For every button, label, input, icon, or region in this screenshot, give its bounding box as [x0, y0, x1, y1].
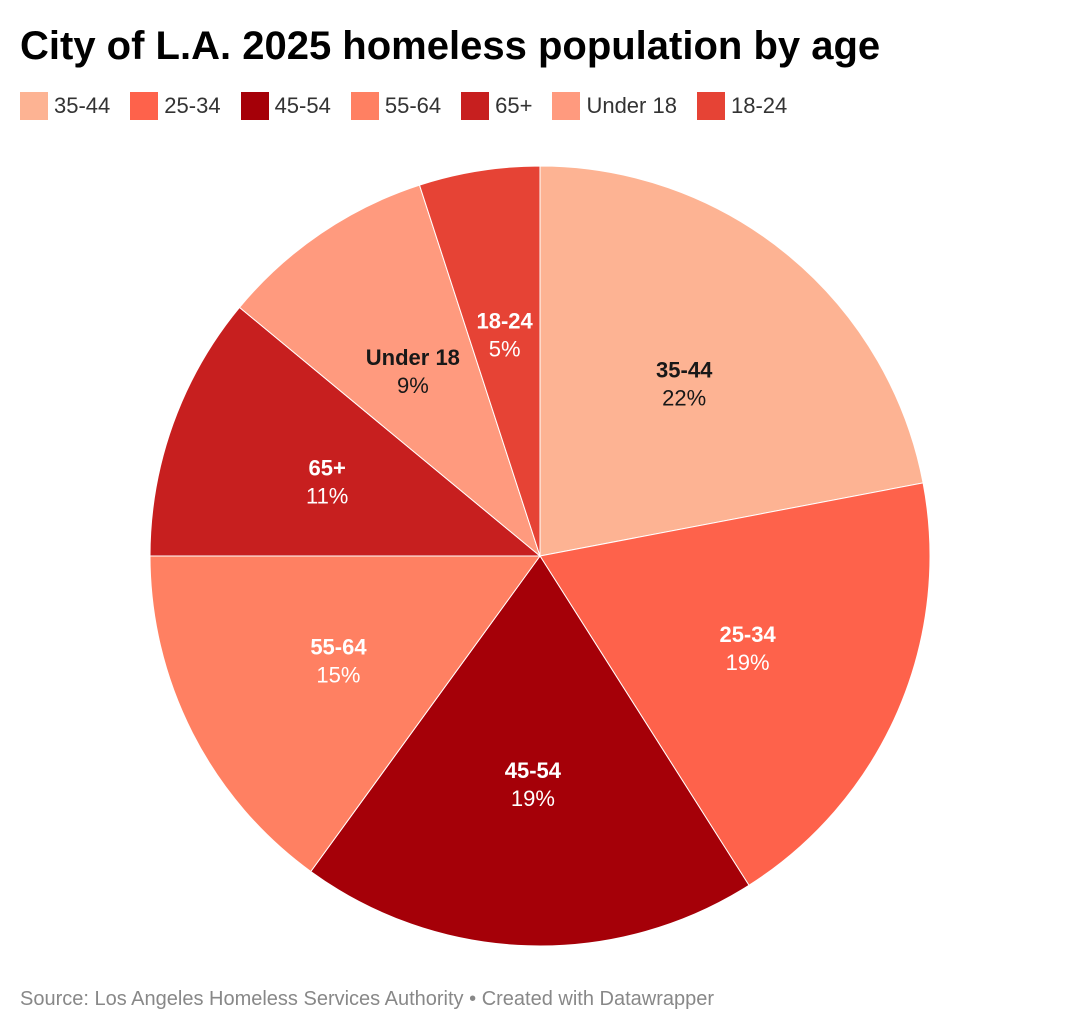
- legend-label: 55-64: [384, 93, 442, 118]
- legend-item-55-64: 55-64: [350, 92, 442, 120]
- legend-label: 65+: [495, 93, 533, 118]
- legend-label: 18-24: [730, 93, 788, 118]
- legend-label: 45-54: [274, 93, 331, 118]
- legend-item-25-34: 25-34: [130, 92, 221, 120]
- legend-swatch: [552, 92, 581, 120]
- legend-swatch: [130, 92, 159, 120]
- slice-value-65: 11%: [306, 483, 348, 508]
- slice-value-under-18: 9%: [397, 373, 429, 398]
- legend-swatch: [696, 92, 725, 120]
- slice-label-18-24: 18-24: [476, 309, 533, 334]
- slice-label-under-18: Under 18: [366, 345, 460, 370]
- legend-item-under-18: Under 18: [552, 92, 677, 120]
- slice-value-25-34: 19%: [726, 650, 770, 675]
- slice-label-55-64: 55-64: [310, 635, 367, 660]
- legend-swatch: [350, 92, 379, 120]
- slice-value-35-44: 22%: [662, 386, 706, 411]
- pie-slice-18-24: [418, 165, 541, 557]
- pie-slice-25-34: [539, 482, 931, 886]
- pie-slice-55-64: [149, 555, 541, 873]
- slice-label-35-44: 35-44: [656, 358, 713, 383]
- legend-item-35-44: 35-44: [20, 92, 110, 120]
- source-line: Source: Los Angeles Homeless Services Au…: [20, 986, 714, 1012]
- legend-item-65: 65+: [461, 92, 532, 120]
- legend-item-45-54: 45-54: [240, 92, 331, 120]
- slice-value-55-64: 15%: [316, 663, 360, 688]
- slice-label-25-34: 25-34: [719, 622, 776, 647]
- slice-label-45-54: 45-54: [505, 758, 562, 783]
- legend-swatch: [461, 92, 490, 120]
- pie-slice-under-18: [238, 184, 542, 558]
- legend-label: 25-34: [164, 93, 221, 118]
- legend-swatch: [20, 92, 48, 120]
- pie-chart: 35-44 22% 25-34 19% 45-54 19% 55-64 15% 65+ 11% Un…: [149, 165, 931, 947]
- legend-swatch: [240, 92, 269, 120]
- credit-text: Created with Datawrapper: [481, 988, 715, 1010]
- separator: •: [469, 988, 477, 1010]
- slice-value-45-54: 19%: [511, 786, 555, 811]
- slice-label-65: 65+: [309, 455, 346, 480]
- chart-title: City of L.A. 2025 homeless population by…: [20, 24, 881, 68]
- legend-label: 35-44: [54, 93, 111, 118]
- source-text: Source: Los Angeles Homeless Services Au…: [20, 988, 464, 1010]
- legend-item-18-24: 18-24: [696, 92, 788, 120]
- legend-label: Under 18: [586, 93, 677, 118]
- pie-slice-35-44: [539, 165, 924, 557]
- pie-slice-45-54: [310, 555, 750, 947]
- pie-slice-65: [149, 306, 542, 557]
- legend: 35-44 25-34 45-54 55-64 65+ Under 18 18-24: [20, 92, 807, 120]
- slice-value-18-24: 5%: [489, 337, 521, 362]
